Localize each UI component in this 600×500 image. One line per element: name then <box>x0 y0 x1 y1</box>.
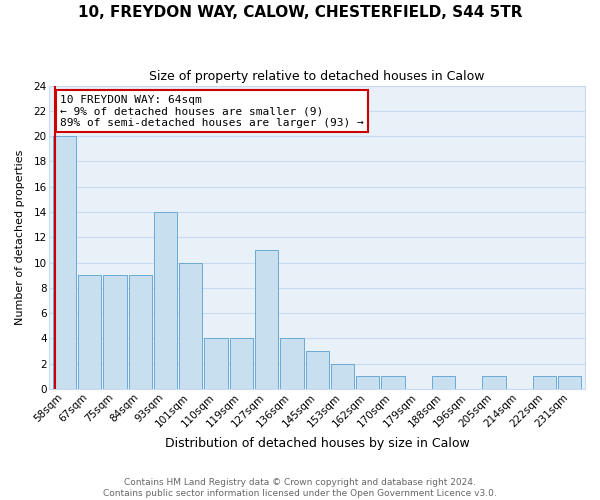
Bar <box>432 376 455 389</box>
Bar <box>154 212 177 389</box>
Bar <box>280 338 304 389</box>
Bar <box>305 351 329 389</box>
Bar <box>179 262 202 389</box>
Bar <box>128 275 152 389</box>
Bar <box>331 364 354 389</box>
Bar <box>558 376 581 389</box>
Bar <box>78 275 101 389</box>
Text: 10, FREYDON WAY, CALOW, CHESTERFIELD, S44 5TR: 10, FREYDON WAY, CALOW, CHESTERFIELD, S4… <box>78 5 522 20</box>
Bar <box>356 376 379 389</box>
Y-axis label: Number of detached properties: Number of detached properties <box>15 150 25 325</box>
Bar <box>103 275 127 389</box>
Bar <box>255 250 278 389</box>
Text: 10 FREYDON WAY: 64sqm
← 9% of detached houses are smaller (9)
89% of semi-detach: 10 FREYDON WAY: 64sqm ← 9% of detached h… <box>60 94 364 128</box>
Bar <box>533 376 556 389</box>
Bar <box>53 136 76 389</box>
Bar <box>482 376 506 389</box>
Bar <box>230 338 253 389</box>
Title: Size of property relative to detached houses in Calow: Size of property relative to detached ho… <box>149 70 485 83</box>
Text: Contains HM Land Registry data © Crown copyright and database right 2024.
Contai: Contains HM Land Registry data © Crown c… <box>103 478 497 498</box>
Bar <box>382 376 404 389</box>
X-axis label: Distribution of detached houses by size in Calow: Distribution of detached houses by size … <box>165 437 470 450</box>
Bar <box>205 338 228 389</box>
